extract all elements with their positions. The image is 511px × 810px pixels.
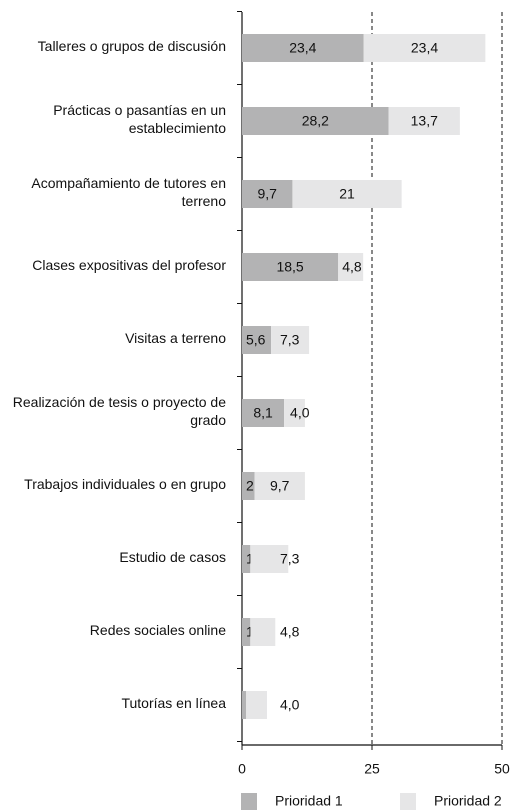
x-tick-label: 50 xyxy=(494,761,510,777)
value-label: 21 xyxy=(339,186,355,202)
bar-segment xyxy=(246,691,267,719)
category-label: Realización de tesis o proyecto de grado xyxy=(12,394,226,428)
legend-label: Prioridad 1 xyxy=(275,793,343,809)
bar-segment xyxy=(242,107,389,135)
bar-segment xyxy=(363,34,486,62)
bar-segment xyxy=(271,326,310,354)
bar-segment xyxy=(242,180,293,208)
value-label: 8,1 xyxy=(253,405,273,421)
value-label: 4,8 xyxy=(342,259,362,275)
category-label: Talleres o grupos de discusión xyxy=(37,38,226,54)
bar-segment xyxy=(242,326,272,354)
value-label: 13,7 xyxy=(411,113,438,129)
bar-segment xyxy=(242,691,247,719)
bar-segment xyxy=(250,545,289,573)
category-label: Clases expositivas del profesor xyxy=(32,257,226,273)
bar-segment xyxy=(242,472,255,500)
value-label: 7,3 xyxy=(280,551,300,567)
value-label: 9,7 xyxy=(257,186,277,202)
bar-segment xyxy=(242,618,251,646)
bar-segment xyxy=(242,399,285,427)
legend-swatch xyxy=(400,793,416,810)
category-label: Trabajos individuales o en grupo xyxy=(24,476,226,492)
value-label: 23,4 xyxy=(289,40,316,56)
category-label: Visitas a terreno xyxy=(125,330,226,346)
x-tick-label: 25 xyxy=(364,761,380,777)
bar-segment xyxy=(388,107,460,135)
value-label: 23,4 xyxy=(411,40,438,56)
value-label: 7,3 xyxy=(280,332,300,348)
value-label: 4,8 xyxy=(280,624,300,640)
legend-label: Prioridad 2 xyxy=(434,793,502,809)
category-label: Tutorías en línea xyxy=(121,695,226,711)
bar-segment xyxy=(242,253,339,281)
bar-segment xyxy=(254,472,305,500)
category-label: Acompañamiento de tutores en terreno xyxy=(31,175,226,209)
bar-segment xyxy=(284,399,305,427)
category-label: Prácticas o pasantías en un establecimie… xyxy=(53,102,226,136)
value-label: 5,6 xyxy=(246,332,266,348)
value-label: 9,7 xyxy=(270,478,290,494)
legend-swatch xyxy=(241,793,257,810)
value-label: 28,2 xyxy=(302,113,329,129)
category-label: Redes sociales online xyxy=(89,622,226,638)
x-tick-label: 0 xyxy=(238,761,246,777)
bar-segment xyxy=(242,34,364,62)
bar-segment xyxy=(250,618,276,646)
bar-segment xyxy=(338,253,364,281)
value-label: 4,0 xyxy=(280,697,300,713)
value-label: 4,0 xyxy=(290,405,310,421)
bar-segment xyxy=(242,545,251,573)
category-label: Estudio de casos xyxy=(119,549,226,565)
value-label: 18,5 xyxy=(276,259,303,275)
bar-segment xyxy=(292,180,402,208)
